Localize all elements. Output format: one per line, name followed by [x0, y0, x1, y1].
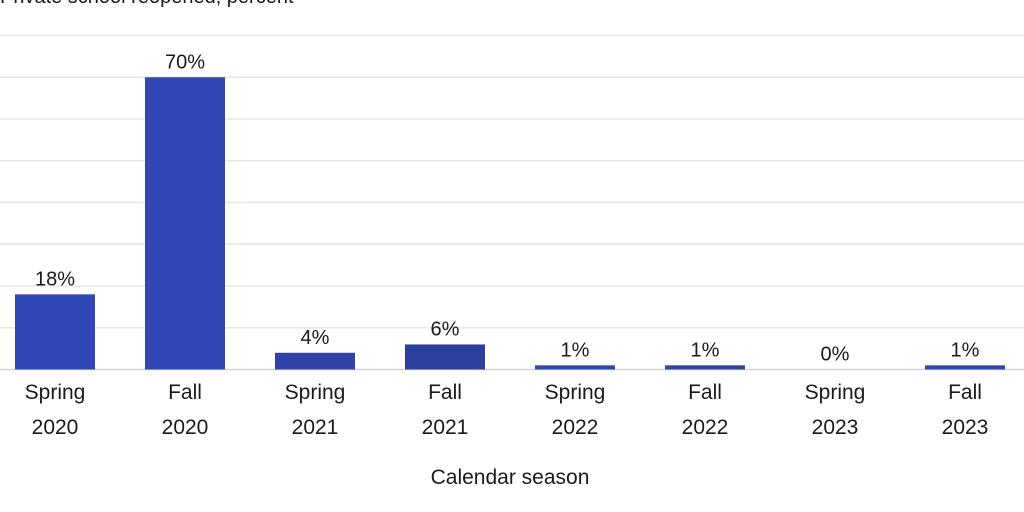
- bars: [15, 77, 1005, 370]
- x-tick-label-year: 2023: [942, 416, 989, 439]
- x-tick-label-season: Fall: [688, 381, 722, 404]
- data-label: 1%: [691, 339, 720, 361]
- data-label: 70%: [165, 51, 205, 73]
- x-tick-label-season: Spring: [25, 381, 86, 404]
- data-label: 18%: [35, 268, 75, 290]
- x-tick-label-season: Spring: [285, 381, 346, 404]
- x-tick-label-season: Spring: [545, 381, 606, 404]
- x-tick-label-year: 2021: [422, 416, 469, 439]
- data-label: 6%: [431, 318, 460, 340]
- x-tick-label-season: Fall: [428, 381, 462, 404]
- data-labels: 18% 70% 4% 6% 1% 1% 0% 1%: [35, 51, 980, 365]
- bar: [925, 365, 1005, 370]
- bar: [15, 294, 95, 370]
- x-tick-labels: Spring 2020 Fall 2020 Spring 2021 Fall 2021 Spri…: [25, 381, 989, 439]
- x-tick-label-year: 2021: [292, 416, 339, 439]
- x-tick-label-season: Fall: [168, 381, 202, 404]
- bar: [535, 365, 615, 370]
- x-tick-label-year: 2020: [162, 416, 209, 439]
- x-tick-label-year: 2022: [682, 416, 729, 439]
- data-label: 0%: [821, 344, 850, 366]
- bar: [665, 365, 745, 370]
- bar: [275, 352, 355, 370]
- x-tick-label-year: 2022: [552, 416, 599, 439]
- data-label: 1%: [951, 339, 980, 361]
- x-tick-label-year: 2023: [812, 416, 859, 439]
- x-axis-title: Calendar season: [431, 466, 590, 489]
- chart-subtitle: Private school reopened, percent: [0, 0, 294, 9]
- bar: [405, 344, 485, 370]
- data-label: 1%: [561, 339, 590, 361]
- x-tick-label-season: Spring: [805, 381, 866, 404]
- data-label: 4%: [301, 327, 330, 349]
- x-tick-label-year: 2020: [32, 416, 79, 439]
- bar: [145, 77, 225, 370]
- x-tick-label-season: Fall: [948, 381, 982, 404]
